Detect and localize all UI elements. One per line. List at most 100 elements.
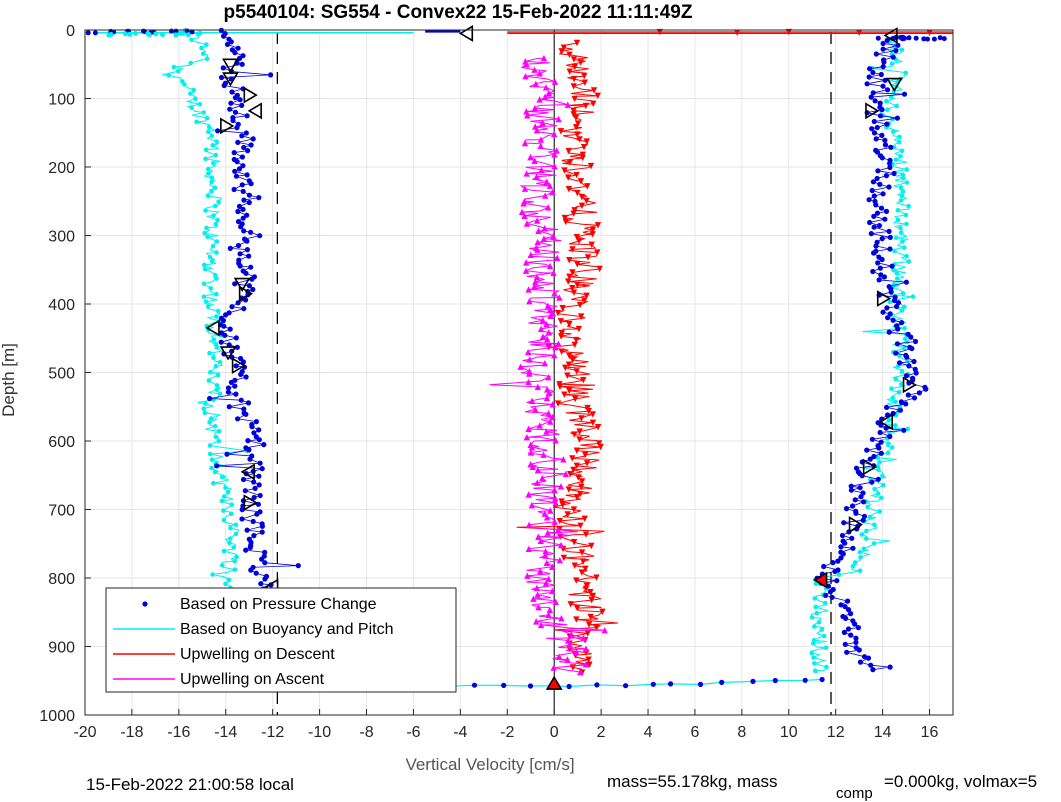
x-tick-label: 6 [690, 724, 699, 741]
buoyancy-point [875, 455, 880, 461]
x-tick-label: -10 [308, 724, 331, 741]
direction-marker [219, 346, 237, 361]
series-pressure-change [85, 27, 947, 690]
pressure-point [243, 270, 249, 276]
ascent-point [543, 394, 551, 402]
descent-point [566, 273, 573, 280]
pressure-point [880, 40, 886, 47]
ascent-point [543, 559, 550, 567]
descent-point [583, 138, 590, 145]
buoyancy-point [166, 73, 171, 78]
buoyancy-point [212, 469, 218, 475]
pressure-point [253, 570, 259, 576]
buoyancy-point [809, 650, 814, 656]
pressure-point [251, 430, 257, 436]
pressure-point [256, 437, 262, 443]
pressure-point [843, 615, 849, 622]
ascent-point [537, 621, 545, 629]
buoyancy-point [206, 166, 211, 172]
buoyancy-point [864, 536, 869, 541]
pressure-point [229, 89, 235, 95]
descent-point [569, 455, 576, 462]
surface-point [146, 32, 152, 38]
ascent-point [530, 595, 537, 602]
pressure-point [235, 416, 241, 422]
buoyancy-point [872, 486, 877, 492]
pressure-point [894, 341, 901, 347]
pressure-point [878, 439, 884, 445]
pressure-point [842, 540, 848, 546]
buoyancy-point [216, 438, 222, 444]
descent-point [570, 83, 577, 90]
descent-point [595, 440, 603, 447]
buoyancy-point [233, 522, 239, 528]
pressure-point [239, 182, 245, 188]
pressure-point [215, 128, 221, 134]
ascent-point [567, 631, 575, 638]
descent-point [557, 318, 565, 325]
pressure-point [856, 647, 862, 653]
buoyancy-point [886, 441, 891, 447]
buoyancy-point [215, 372, 221, 378]
surface-point [160, 32, 165, 38]
pressure-point [868, 94, 874, 100]
ascent-point [523, 259, 530, 266]
pressure-point [882, 137, 888, 143]
pressure-point [239, 507, 245, 513]
ascent-point [545, 410, 552, 417]
ascent-point [521, 139, 529, 147]
buoyancy-point [201, 110, 206, 115]
ascent-point [526, 356, 533, 363]
surface-point [92, 30, 98, 36]
buoyancy-point [203, 208, 208, 213]
buoyancy-point [875, 491, 881, 496]
direction-marker [247, 102, 262, 120]
pressure-point [261, 442, 267, 448]
buoyancy-point [209, 175, 215, 180]
pressure-point [871, 213, 877, 219]
pressure-point [882, 142, 889, 148]
buoyancy-point [214, 250, 219, 255]
pressure-point [235, 139, 241, 145]
pressure-point [237, 263, 243, 269]
buoyancy-point [809, 615, 815, 620]
x-tick-label: 0 [550, 724, 559, 741]
ascent-point [526, 370, 533, 377]
buoyancy-point [899, 368, 905, 374]
pressure-point [241, 306, 247, 312]
direction-marker [883, 27, 898, 44]
ascent-point [528, 444, 536, 451]
pressure-point [861, 654, 868, 660]
descent-point [583, 197, 590, 205]
pressure-line [209, 30, 299, 675]
descent-point [558, 329, 565, 337]
buoyancy-point [204, 56, 210, 61]
pressure-point [871, 224, 877, 230]
ascent-point [550, 664, 557, 671]
pressure-point [871, 118, 877, 125]
ascent-point [533, 618, 540, 625]
pressure-point [238, 371, 244, 377]
buoyancy-point [884, 99, 889, 104]
x-tick-label: 12 [827, 724, 845, 741]
pressure-point [243, 411, 249, 417]
buoyancy-point [206, 193, 211, 199]
pressure-point [864, 447, 870, 453]
ascent-point [556, 294, 563, 301]
descent-point [566, 352, 573, 360]
descent-point [561, 391, 568, 398]
pressure-point [248, 567, 254, 573]
pressure-point [878, 450, 884, 456]
buoyancy-point [217, 359, 223, 365]
descent-point [578, 569, 586, 576]
descent-point [582, 585, 590, 592]
surface-point [153, 31, 159, 37]
pressure-point [867, 456, 873, 462]
pressure-point [243, 130, 249, 136]
ascent-point [546, 262, 554, 270]
direction-marker [862, 458, 878, 476]
buoyancy-point [212, 185, 218, 191]
buoyancy-point [893, 423, 898, 428]
pressure-point [868, 231, 874, 237]
legend-label: Upwelling on Descent [180, 646, 335, 663]
